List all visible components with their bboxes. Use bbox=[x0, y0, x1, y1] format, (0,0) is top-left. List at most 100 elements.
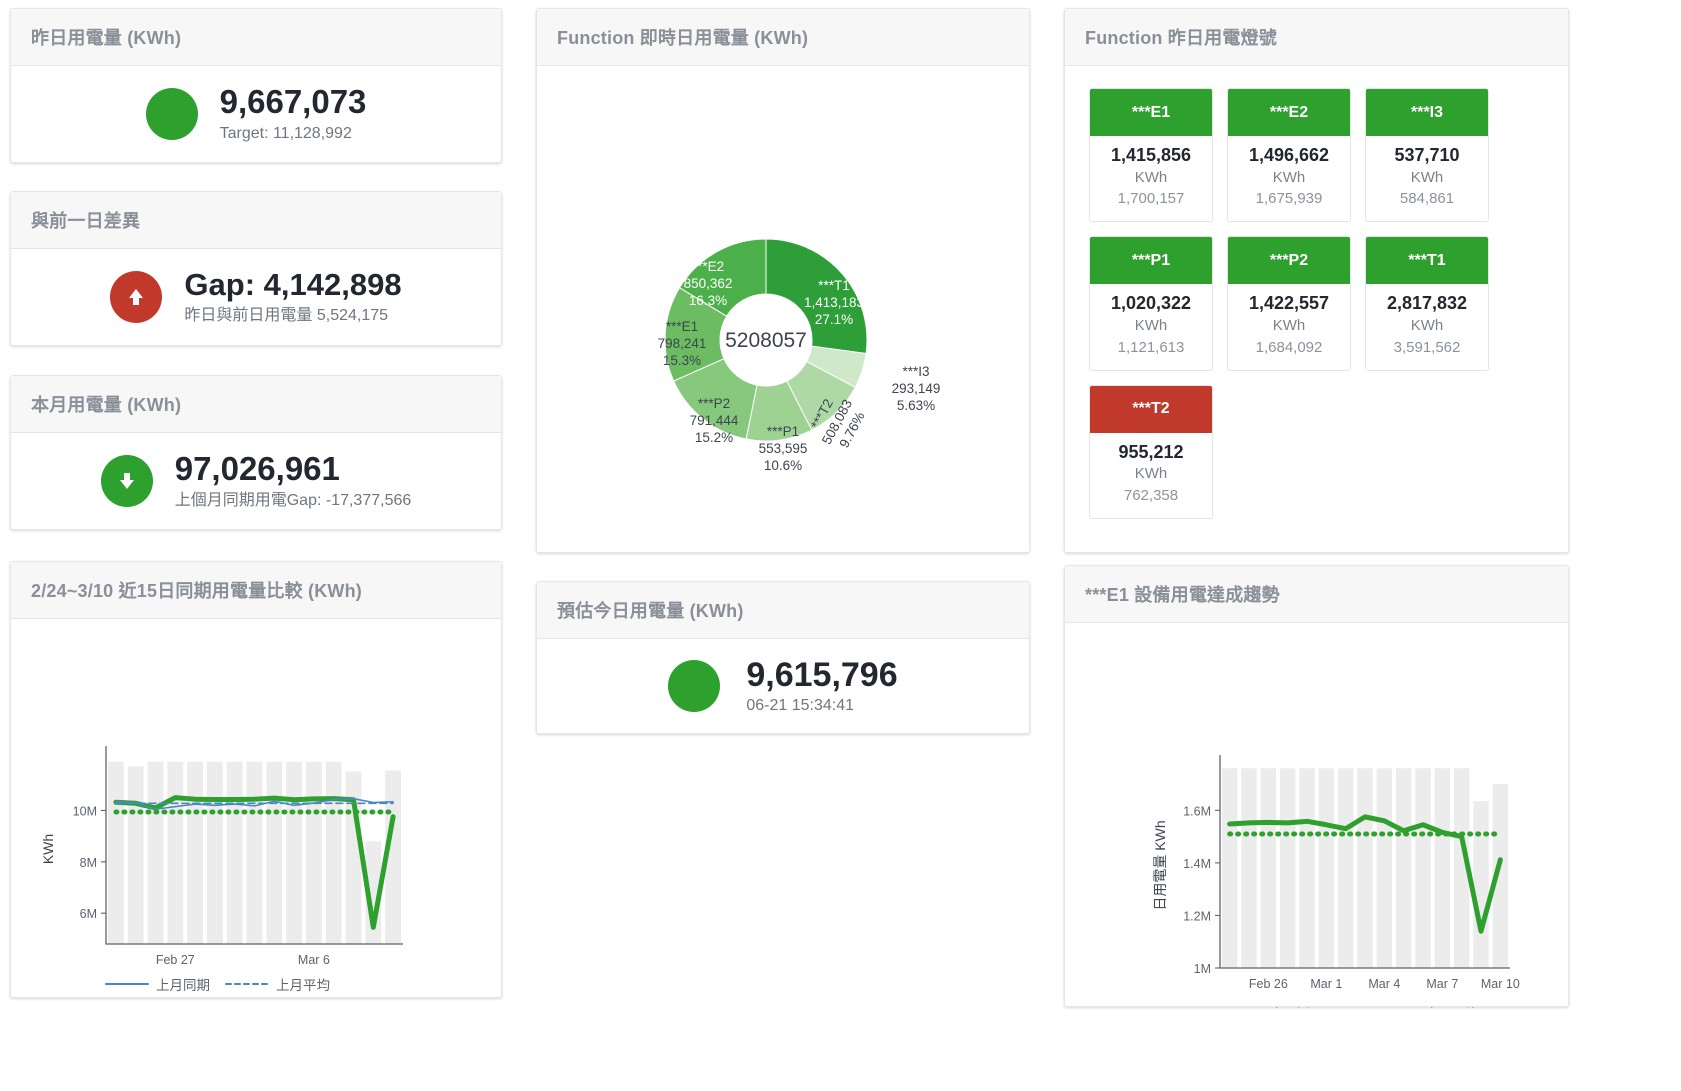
signal-tile-E1[interactable]: ***E1 1,415,856 KWh 1,700,157 bbox=[1089, 88, 1213, 223]
arrow-down-icon bbox=[100, 455, 153, 507]
tile-value: 1,020,322 bbox=[1110, 293, 1192, 314]
donut-hole bbox=[720, 294, 812, 386]
estimate-title: 預估今日用電量 (KWh) bbox=[537, 582, 1029, 639]
target-bar bbox=[325, 761, 342, 944]
tile-name-label: ***T2 bbox=[1090, 385, 1212, 433]
tile-body: 1,496,662 KWh 1,675,939 bbox=[1228, 136, 1350, 222]
card-yesterday-body: 9,667,073 Target: 11,128,992 bbox=[11, 66, 501, 162]
tile-body: 537,710 KWh 584,861 bbox=[1366, 136, 1488, 222]
donut-chart-area: ***T1 1,413,183 27.1% ***I3 293,149 5.63% ***T… bbox=[537, 66, 1029, 552]
card-month-title: 本月用電量 (KWh) bbox=[11, 376, 501, 433]
tile-body: 1,415,856 KWh 1,700,157 bbox=[1090, 136, 1212, 222]
target-bar bbox=[147, 761, 164, 944]
signal-tile-T2[interactable]: ***T2 955,212 KWh 762,358 bbox=[1089, 384, 1213, 520]
target-bar bbox=[1395, 768, 1412, 968]
signal-panel-title: Function 昨日用電燈號 bbox=[1065, 9, 1568, 66]
donut-label-P1: ***P1 553,595 10.6% bbox=[759, 424, 808, 473]
compare-panel-title: 2/24~3/10 近15日同期用電量比較 (KWh) bbox=[11, 562, 501, 619]
signal-tiles-container: ***E1 1,415,856 KWh 1,700,157 ***E2 1,496,662… bbox=[1065, 66, 1568, 543]
card-yesterday-usage: 昨日用電量 (KWh) 9,667,073 Target: 11,128,992 bbox=[10, 8, 502, 163]
y-tick-label: 6M bbox=[80, 907, 97, 921]
x-tick-label: Mar 6 bbox=[298, 953, 330, 967]
e1-chart-area: 1M 1.2M 1.4M 1.6M Feb 26 Mar 1 Mar 4 Mar 7 Mar 1… bbox=[1065, 623, 1568, 1008]
target-bar bbox=[1241, 768, 1257, 968]
target-bar bbox=[107, 761, 124, 944]
donut-label-I3: ***I3 293,149 5.63% bbox=[892, 364, 941, 413]
card-month-text: 97,026,961 上個月同期用電Gap: -17,377,566 bbox=[174, 450, 412, 512]
target-bar bbox=[1473, 801, 1489, 968]
donut-panel-title: Function 即時日用電量 (KWh) bbox=[537, 9, 1029, 66]
tile-target: 3,591,562 bbox=[1393, 338, 1461, 356]
tile-unit: KWh bbox=[1272, 316, 1306, 334]
target-bar bbox=[127, 766, 144, 944]
estimate-value: 9,615,796 bbox=[746, 655, 898, 694]
tile-name-label: ***E2 bbox=[1228, 89, 1350, 136]
tile-value: 2,817,832 bbox=[1386, 293, 1468, 314]
card-diff-title: 與前一日差異 bbox=[11, 192, 501, 249]
e1-panel-title: ***E1 設備用電達成趨勢 bbox=[1065, 566, 1568, 623]
tile-value: 1,422,557 bbox=[1248, 293, 1330, 314]
tile-name-label: ***P2 bbox=[1228, 237, 1350, 285]
target-bar bbox=[1299, 768, 1315, 968]
signal-tile-I3[interactable]: ***I3 537,710 KWh 584,861 bbox=[1365, 88, 1489, 223]
target-bar bbox=[286, 761, 303, 944]
tile-value: 537,710 bbox=[1394, 145, 1460, 165]
y-tick-label: 8M bbox=[80, 856, 97, 870]
card-yesterday-text: 9,667,073 Target: 11,128,992 bbox=[219, 83, 367, 145]
target-bar bbox=[246, 761, 263, 944]
tile-unit: KWh bbox=[1134, 316, 1168, 334]
y-tick-label: 1.2M bbox=[1183, 909, 1211, 923]
card-month-body: 97,026,961 上個月同期用電Gap: -17,377,566 bbox=[11, 433, 501, 529]
legend-label: 本月平均 bbox=[1425, 1007, 1479, 1008]
diff-sub: 昨日與前日用電量 5,524,175 bbox=[184, 306, 389, 324]
x-tick-label: Mar 4 bbox=[1368, 977, 1400, 991]
panel-e1-trend: ***E1 設備用電達成趨勢 1M 1.2M 1.4M 1.6M Feb 26 Mar 1… bbox=[1064, 565, 1569, 1008]
signal-tile-T1[interactable]: ***T1 2,817,832 KWh 3,591,562 bbox=[1365, 236, 1489, 371]
month-sub: 上個月同期用電Gap: -17,377,566 bbox=[174, 491, 412, 509]
card-diff-body: Gap: 4,142,898 昨日與前日用電量 5,524,175 bbox=[11, 249, 501, 345]
y-axis-title: KWh bbox=[40, 834, 56, 864]
target-bar bbox=[1376, 768, 1393, 968]
chart-axes bbox=[105, 746, 403, 945]
tile-body: 2,817,832 KWh 3,591,562 bbox=[1366, 284, 1488, 370]
card-estimate-today: 預估今日用電量 (KWh) 9,615,796 06-21 15:34:41 bbox=[536, 581, 1030, 734]
tile-body: 955,212 KWh 762,358 bbox=[1090, 432, 1212, 519]
tile-name-label: ***E1 bbox=[1090, 89, 1212, 136]
target-bar bbox=[1221, 768, 1238, 968]
tile-target: 1,684,092 bbox=[1255, 338, 1323, 356]
tile-name-label: ***T1 bbox=[1366, 237, 1488, 285]
status-circle-icon bbox=[145, 88, 198, 140]
target-bar bbox=[1279, 768, 1296, 968]
y-tick-label: 1M bbox=[1194, 962, 1211, 976]
tile-value: 955,212 bbox=[1118, 441, 1184, 462]
tile-value: 1,496,662 bbox=[1248, 145, 1330, 165]
tile-target: 584,861 bbox=[1399, 190, 1455, 208]
signal-tile-E2[interactable]: ***E2 1,496,662 KWh 1,675,939 bbox=[1227, 88, 1351, 223]
diff-value: Gap: 4,142,898 bbox=[184, 266, 402, 302]
signal-tile-P1[interactable]: ***P1 1,020,322 KWh 1,121,613 bbox=[1089, 236, 1213, 371]
y-axis-title: 日用電量 KWh bbox=[1152, 820, 1168, 910]
y-tick-label: 1.6M bbox=[1183, 804, 1211, 818]
tile-unit: KWh bbox=[1410, 168, 1444, 186]
target-bar bbox=[1260, 768, 1277, 968]
signal-tile-P2[interactable]: ***P2 1,422,557 KWh 1,684,092 bbox=[1227, 236, 1351, 371]
legend-label: 上月同期 bbox=[156, 978, 210, 993]
legend-label: 上月平均 bbox=[276, 978, 330, 993]
target-bar bbox=[226, 761, 243, 944]
target-bar bbox=[1453, 768, 1470, 968]
target-bar bbox=[305, 761, 322, 944]
target-bar bbox=[187, 761, 204, 944]
yesterday-target: Target: 11,128,992 bbox=[219, 124, 352, 142]
target-bar bbox=[1492, 784, 1509, 968]
tile-name-label: ***P1 bbox=[1090, 237, 1212, 285]
target-bar bbox=[1415, 768, 1431, 968]
panel-realtime-donut: Function 即時日用電量 (KWh) ***T1 1,413,183 27.1… bbox=[536, 8, 1030, 553]
tile-unit: KWh bbox=[1410, 316, 1444, 334]
card-day-diff: 與前一日差異 Gap: 4,142,898 昨日與前日用電量 5,524,175 bbox=[10, 191, 502, 346]
estimate-timestamp: 06-21 15:34:41 bbox=[746, 697, 855, 715]
series-line bbox=[115, 797, 394, 811]
estimate-body: 9,615,796 06-21 15:34:41 bbox=[537, 639, 1029, 733]
